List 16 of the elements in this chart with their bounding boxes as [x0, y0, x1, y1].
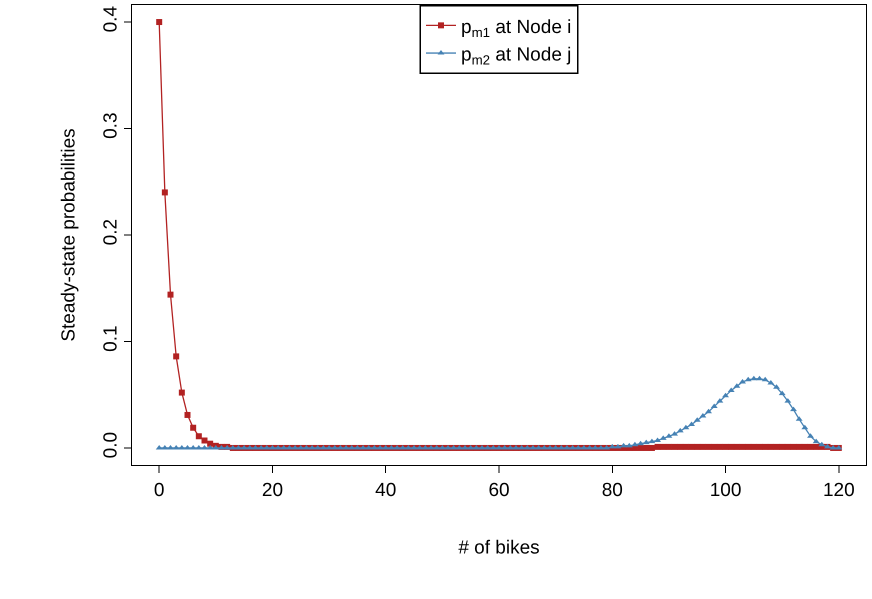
x-tick-label: 80	[602, 480, 623, 501]
y-tick-label: 0.4	[100, 6, 122, 32]
legend-label: p$_{m2}$ at Node j	[461, 44, 572, 68]
x-tick-label: 120	[822, 480, 855, 501]
y-tick-label: 0.0	[100, 432, 122, 458]
x-tick-label: 0	[154, 480, 164, 501]
y-tick-label: 0.1	[100, 325, 122, 352]
x-tick-label: 60	[488, 480, 510, 501]
legend-label: p$_{m1}$ at Node i	[461, 16, 572, 40]
x-tick-label: 100	[710, 480, 742, 501]
x-axis-title: # of bikes	[458, 538, 540, 559]
x-tick-label: 20	[262, 480, 284, 501]
y-tick-label: 0.2	[100, 218, 122, 246]
y-axis-title: Steady-state probabilities	[58, 128, 80, 342]
y-tick-label: 0.3	[100, 112, 122, 139]
x-tick-label: 40	[375, 480, 396, 501]
